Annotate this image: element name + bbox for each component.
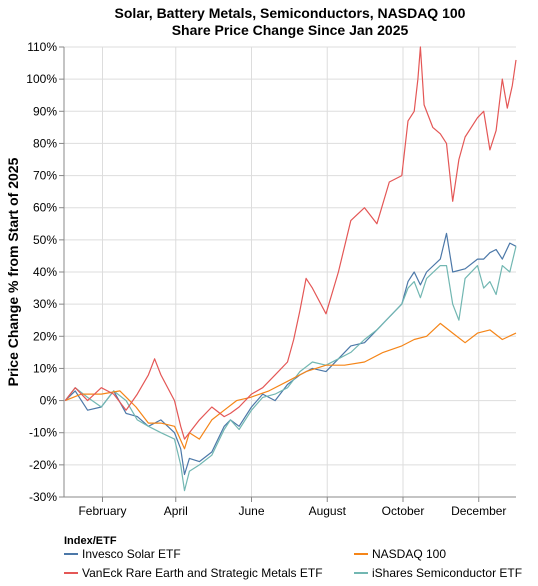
chart-title: Solar, Battery Metals, Semiconductors, N… (115, 5, 466, 21)
y-tick-label: -10% (29, 426, 57, 440)
x-tick-label: February (78, 504, 126, 518)
y-tick-label: 110% (27, 40, 57, 54)
y-tick-label: -30% (29, 490, 57, 504)
chart-subtitle: Share Price Change Since Jan 2025 (172, 22, 409, 38)
x-tick-label: April (164, 504, 188, 518)
y-tick-label: 20% (33, 329, 57, 343)
x-tick-label: October (382, 504, 425, 518)
y-tick-label: 50% (33, 233, 57, 247)
y-tick-label: 40% (33, 265, 57, 279)
legend-title: Index/ETF (64, 535, 117, 547)
y-tick-label: 70% (33, 169, 57, 183)
y-tick-label: 0% (40, 394, 58, 408)
y-tick-label: 80% (33, 136, 57, 150)
legend-label: iShares Semiconductor ETF (372, 566, 522, 580)
series-line-invesco-solar-etf (65, 233, 516, 474)
x-tick-label: June (238, 504, 264, 518)
legend-label: VanEck Rare Earth and Strategic Metals E… (82, 566, 323, 580)
series-lines (65, 47, 516, 491)
legend: Invesco Solar ETF VanEck Rare Earth and S… (64, 547, 522, 580)
y-tick-label: 90% (33, 104, 57, 118)
y-tick-label: 60% (33, 201, 57, 215)
y-axis-title: Price Change % from Start of 2025 (5, 157, 21, 386)
y-tick-label: 30% (33, 297, 57, 311)
x-tick-label: August (309, 504, 347, 518)
y-tick-label: 100% (26, 72, 57, 86)
gridlines (64, 47, 516, 497)
legend-label: NASDAQ 100 (372, 547, 446, 561)
y-tick-label: -20% (29, 458, 57, 472)
series-line-nasdaq-100 (65, 323, 516, 448)
y-tick-label: 10% (33, 361, 57, 375)
legend-label: Invesco Solar ETF (82, 547, 181, 561)
x-tick-label: December (451, 504, 506, 518)
